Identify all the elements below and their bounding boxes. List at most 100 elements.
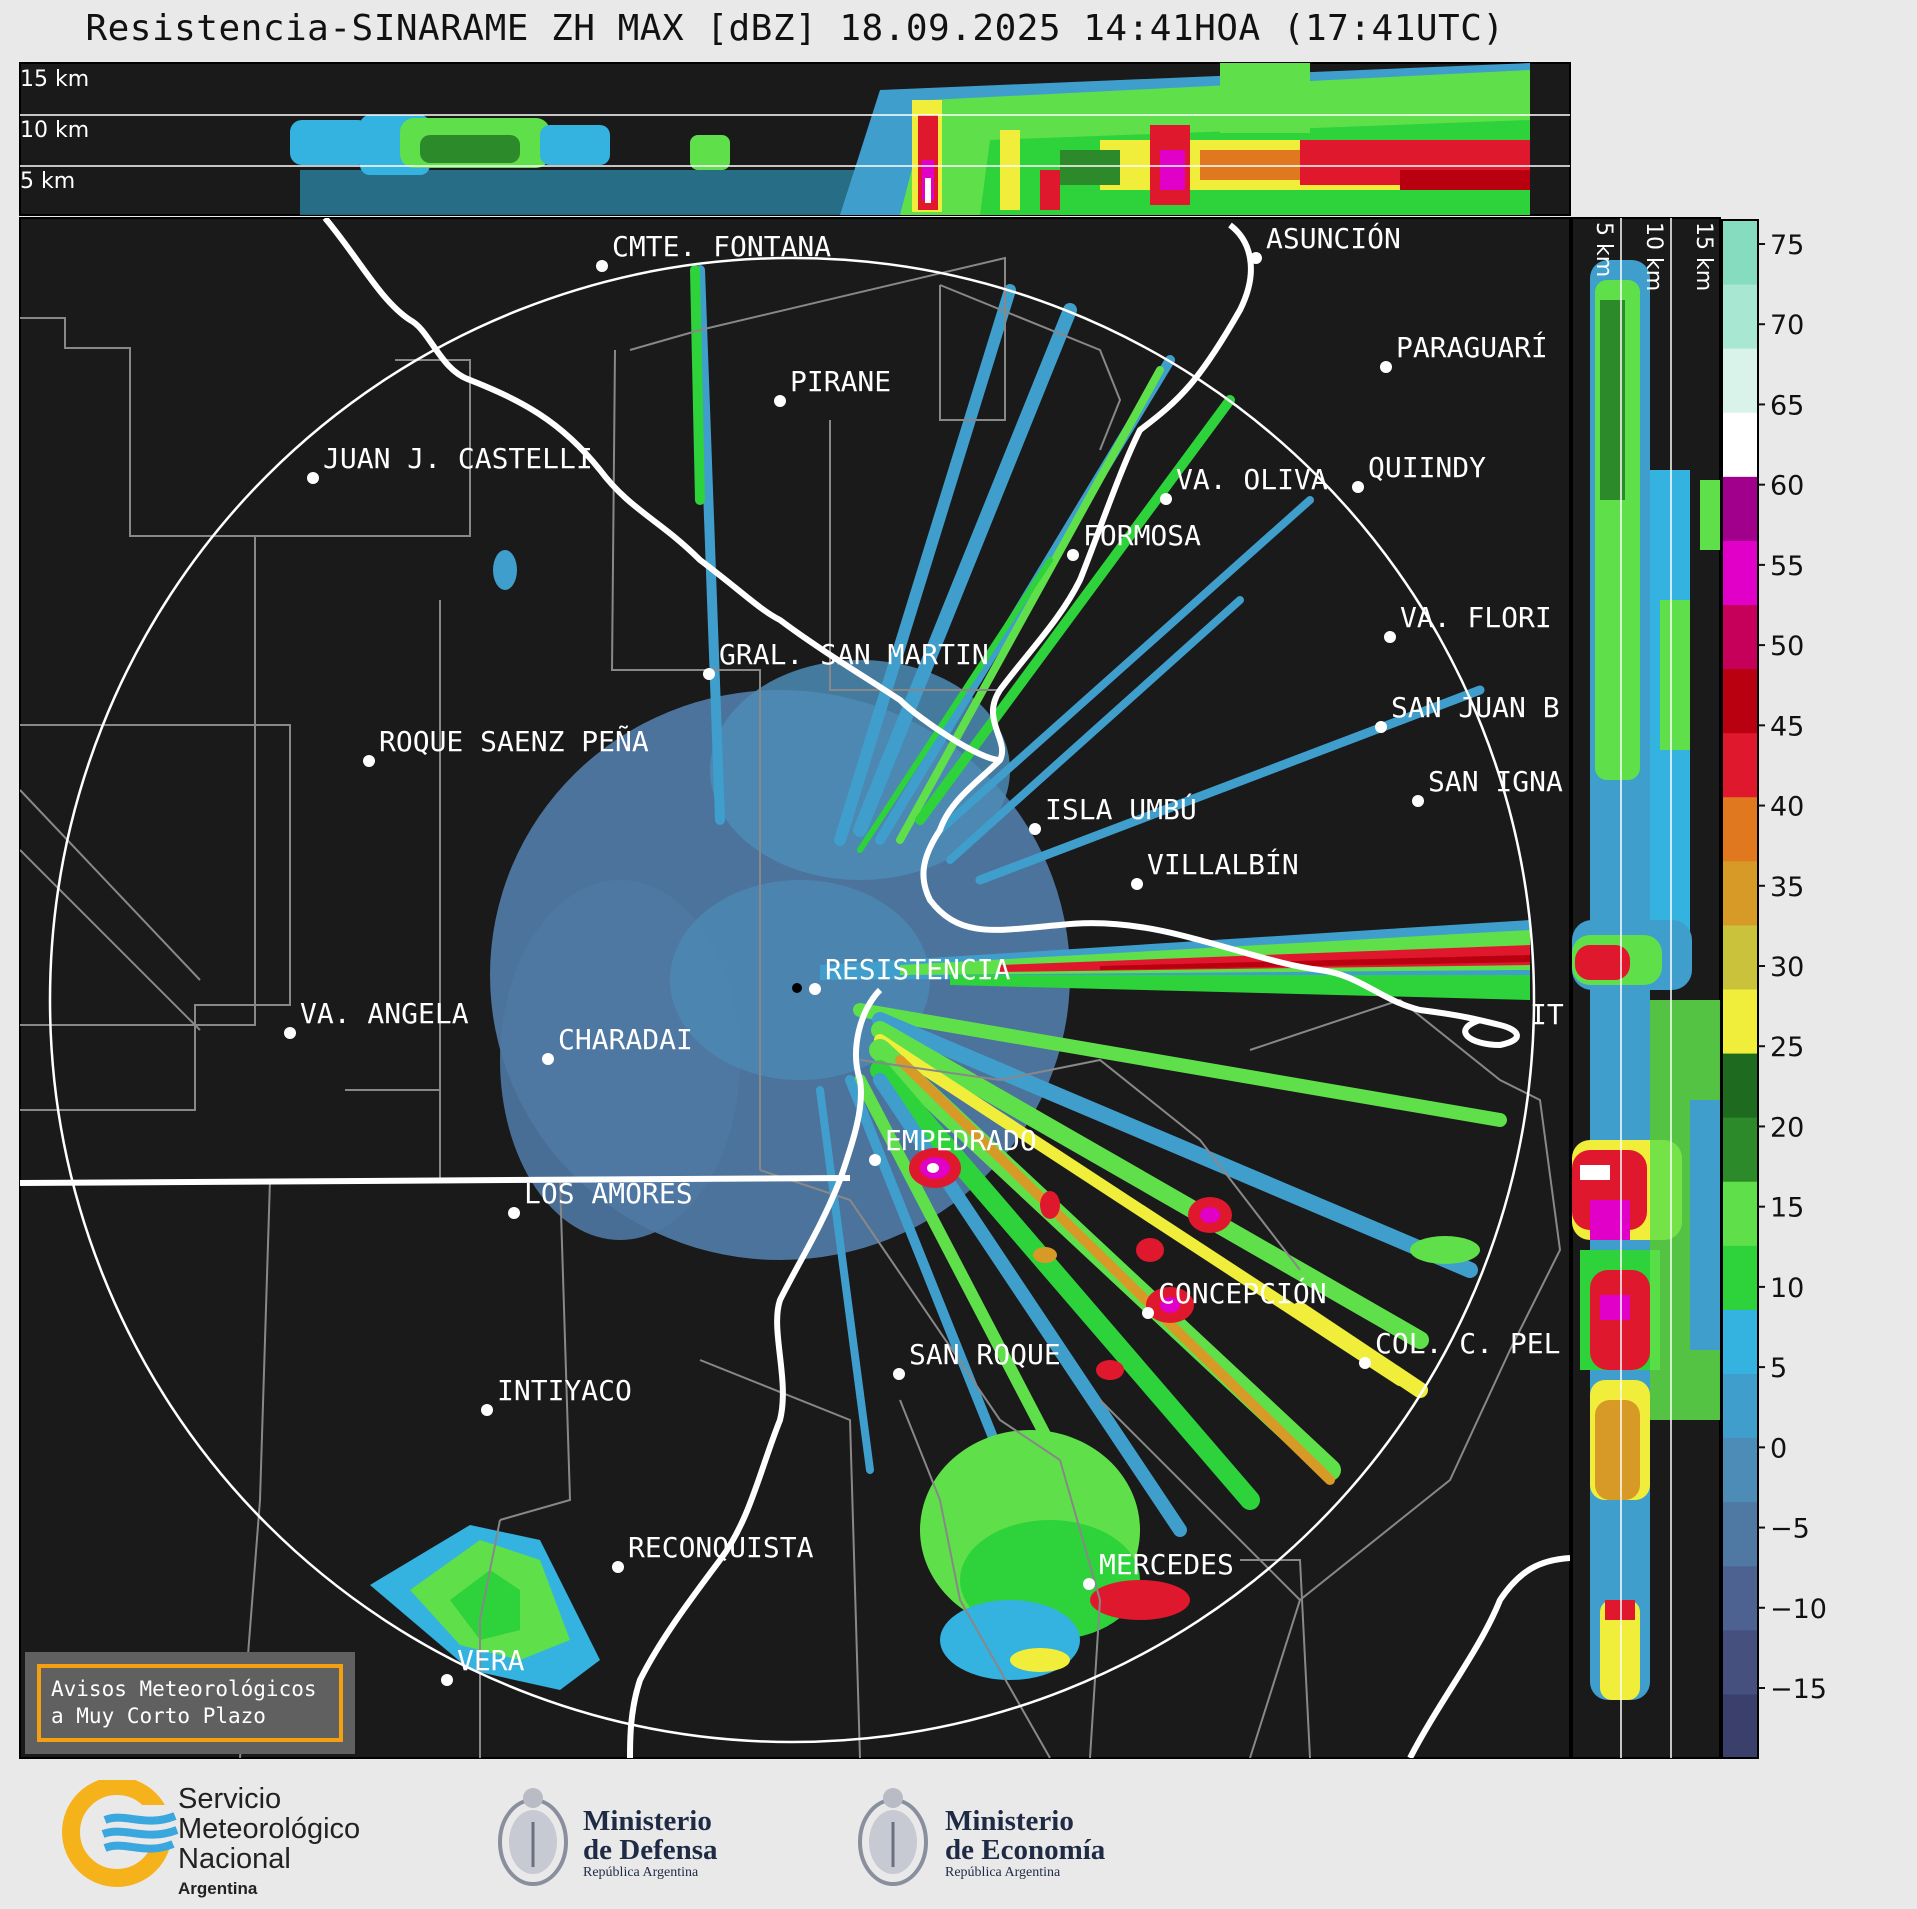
colorbar-band — [1722, 284, 1758, 349]
colorbar-tick-label: 0 — [1770, 1433, 1787, 1464]
marker-formosa — [1067, 549, 1079, 561]
colorbar-tick-label: 25 — [1770, 1032, 1804, 1063]
colorbar-tick-label: 10 — [1770, 1273, 1804, 1304]
colorbar-band — [1722, 1245, 1758, 1310]
colorbar-band — [1722, 1053, 1758, 1118]
colorbar-band — [1722, 1309, 1758, 1374]
colorbar-band — [1722, 348, 1758, 413]
marker-los-amores — [508, 1207, 520, 1219]
colorbar-band — [1722, 476, 1758, 541]
colorbar-band — [1722, 412, 1758, 477]
rivers — [20, 218, 1570, 1758]
label-resistencia: RESISTENCIA — [825, 953, 1011, 986]
colorbar-bands — [1722, 220, 1758, 1759]
marker-empedrado — [869, 1154, 881, 1166]
label-san-roque: SAN ROQUE — [909, 1338, 1061, 1371]
label-san-juan-b: SAN JUAN B — [1391, 691, 1560, 724]
marker-san-juan-b — [1375, 721, 1387, 733]
label-san-igna: SAN IGNA — [1428, 765, 1563, 798]
colorbar-tick-label: −10 — [1770, 1594, 1827, 1625]
marker-va-flori — [1384, 631, 1396, 643]
label-pirane: PIRANE — [790, 365, 891, 398]
colorbar-tick-label: 55 — [1770, 551, 1804, 582]
label-empedrado: EMPEDRADO — [885, 1124, 1037, 1157]
marker-juan-j-castelli — [307, 472, 319, 484]
colorbar-tick-label: 15 — [1770, 1193, 1804, 1224]
colorbar-band — [1722, 1181, 1758, 1246]
label-cmte-fontana: CMTE. FONTANA — [612, 230, 831, 263]
marker-concepcion — [1142, 1307, 1154, 1319]
marker-san-roque — [893, 1368, 905, 1380]
label-va-flori: VA. FLORI — [1400, 601, 1552, 634]
avisos-line-1: Avisos Meteorológicos — [51, 1677, 317, 1701]
colorbar-band — [1722, 1117, 1758, 1182]
label-intiyaco: INTIYACO — [497, 1374, 632, 1407]
marker-charadai — [542, 1053, 554, 1065]
label-formosa: FORMOSA — [1083, 519, 1201, 552]
marker-gral-san-martin — [703, 668, 715, 680]
avisos-line-2: a Muy Corto Plazo — [51, 1704, 266, 1728]
colorbar-band — [1722, 668, 1758, 734]
marker-cmte-fontana — [596, 260, 608, 272]
marker-vera — [441, 1674, 453, 1686]
top-profile-panel: 15 km 10 km 5 km — [19, 62, 1571, 216]
colorbar-tick-label: 30 — [1770, 952, 1804, 983]
label-roque-saenz-pena: ROQUE SAENZ PEÑA — [379, 724, 649, 758]
marker-pirane — [774, 395, 786, 407]
avisos-box[interactable]: Avisos Meteorológicos a Muy Corto Plazo — [25, 1652, 355, 1754]
colorbar-band — [1722, 604, 1758, 670]
marker-intiyaco — [481, 1404, 493, 1416]
city-labels: CMTE. FONTANA ASUNCIÓN PARAGUARÍ PIRANE … — [300, 221, 1564, 1677]
colorbar-band — [1722, 540, 1758, 605]
colorbar-tick-label: −5 — [1770, 1514, 1810, 1545]
radar-site-marker — [792, 983, 802, 993]
colorbar-band — [1722, 1565, 1758, 1631]
label-va-angela: VA. ANGELA — [300, 997, 469, 1030]
label-charadai: CHARADAI — [558, 1023, 693, 1056]
label-villalbin: VILLALBÍN — [1147, 847, 1299, 881]
label-isla-umbu: ISLA UMBÚ — [1045, 792, 1197, 826]
side-profile-panel: 5 km 10 km 15 km — [1571, 217, 1721, 1759]
colorbar-band — [1722, 1629, 1758, 1695]
label-mercedes: MERCEDES — [1099, 1548, 1234, 1581]
colorbar-band — [1722, 1501, 1758, 1567]
colorbar-tick-label: 5 — [1770, 1353, 1787, 1384]
side-height-label-15: 15 km — [1691, 222, 1716, 291]
province-borders — [20, 256, 1562, 1758]
marker-va-oliva — [1160, 493, 1172, 505]
marker-villalbin — [1131, 878, 1143, 890]
colorbar-band — [1722, 1437, 1758, 1503]
colorbar-tick-label: 65 — [1770, 390, 1804, 421]
radar-map-panel: CMTE. FONTANA ASUNCIÓN PARAGUARÍ PIRANE … — [19, 217, 1571, 1759]
label-concepcion: CONCEPCIÓN — [1158, 1276, 1327, 1310]
colorbar-band — [1722, 796, 1758, 862]
colorbar-tick-label: −15 — [1770, 1674, 1827, 1705]
range-ring — [48, 256, 1536, 1744]
label-juan-j-castelli: JUAN J. CASTELLI — [323, 442, 593, 475]
label-quiindy: QUIINDY — [1368, 451, 1486, 484]
top-height-label-15: 15 km — [20, 67, 89, 92]
city-markers — [284, 252, 1424, 1686]
label-vera: VERA — [457, 1644, 525, 1677]
colorbar-band — [1722, 1693, 1758, 1759]
marker-reconquista — [612, 1561, 624, 1573]
marker-va-angela — [284, 1027, 296, 1039]
chart-title: Resistencia-SINARAME ZH MAX [dBZ] 18.09.… — [85, 8, 1505, 49]
label-gral-san-martin: GRAL. SAN MARTIN — [719, 638, 989, 671]
colorbar-tick-label: 20 — [1770, 1112, 1804, 1143]
label-col-c-pel: COL. C. PEL — [1375, 1327, 1560, 1360]
marker-isla-umbu — [1029, 823, 1041, 835]
marker-resistencia — [809, 983, 821, 995]
marker-san-igna — [1412, 795, 1424, 807]
label-los-amores: LOS AMORES — [524, 1177, 693, 1210]
colorbar-band — [1722, 989, 1758, 1054]
colorbar-band — [1722, 220, 1758, 285]
storm-cells — [909, 1148, 1232, 1380]
colorbar-band — [1722, 1373, 1758, 1439]
label-asuncion: ASUNCIÓN — [1266, 221, 1401, 255]
label-it: IT — [1530, 998, 1564, 1031]
marker-col-c-pel — [1359, 1357, 1371, 1369]
